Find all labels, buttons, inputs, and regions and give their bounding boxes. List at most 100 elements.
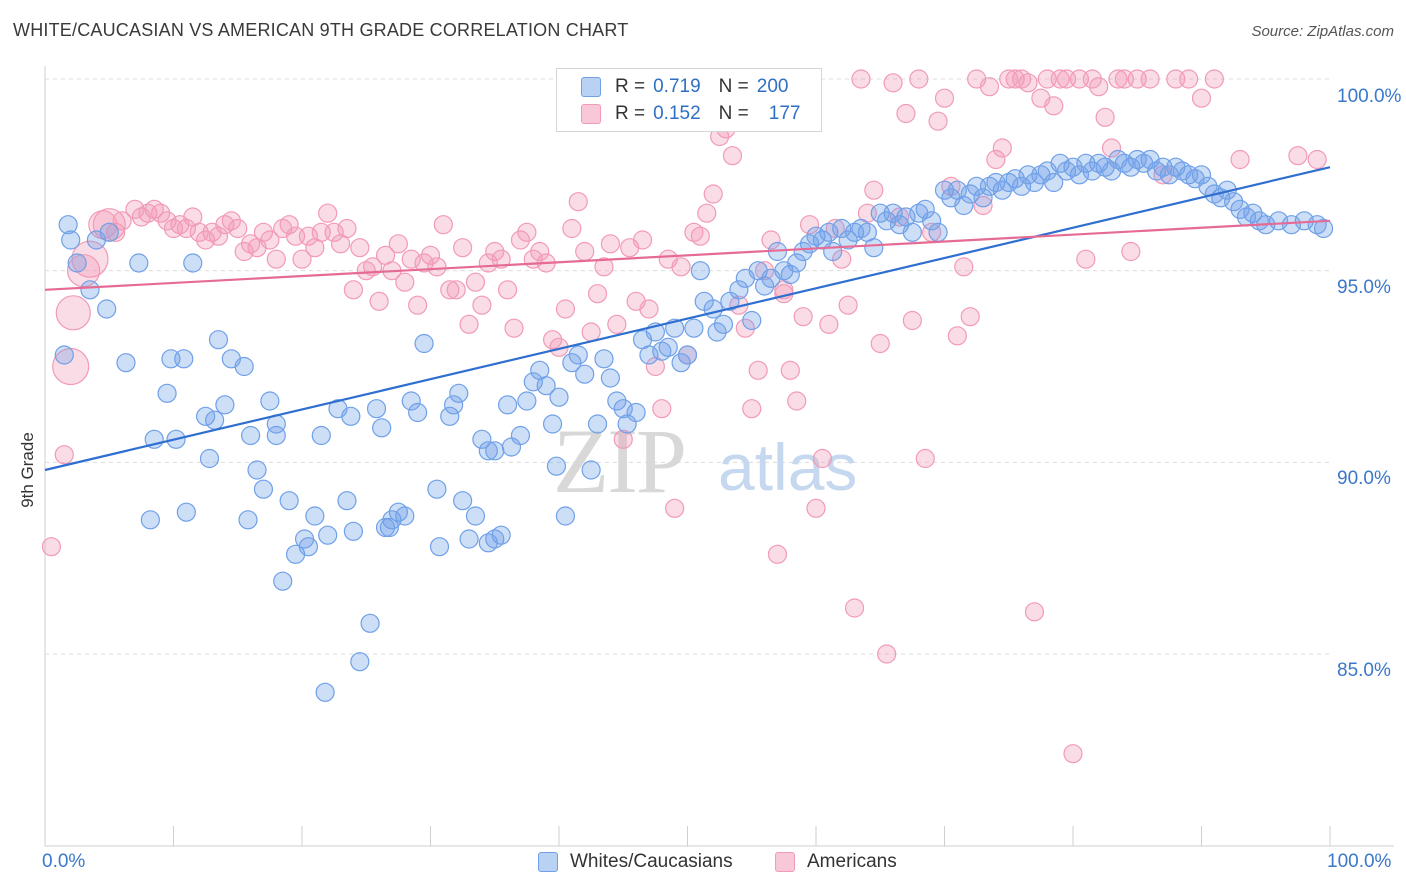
american-point: [819, 314, 839, 334]
white-point: [1313, 218, 1334, 239]
white-point: [613, 399, 633, 419]
white-point: [61, 230, 81, 250]
white-point: [510, 425, 531, 446]
american-point: [587, 284, 608, 304]
white-point: [176, 502, 196, 522]
white-point: [575, 364, 595, 384]
white-point: [542, 414, 563, 434]
american-point: [1018, 73, 1038, 93]
american-point: [208, 226, 229, 246]
white-point: [973, 188, 993, 208]
n-value: 177: [768, 103, 801, 124]
white-point: [311, 425, 331, 446]
white-point: [253, 479, 274, 499]
american-point: [780, 360, 800, 380]
n-label: N =: [718, 103, 749, 124]
white-point: [607, 391, 627, 411]
american-point: [1101, 138, 1122, 158]
american-point: [427, 257, 447, 277]
white-point: [1011, 176, 1032, 196]
white-point: [1063, 157, 1083, 177]
american-point: [369, 291, 389, 311]
white-point: [877, 211, 897, 231]
american-point: [883, 73, 903, 93]
white-point: [677, 345, 698, 365]
white-point: [241, 425, 261, 446]
white-point: [922, 211, 942, 231]
white-point: [140, 510, 160, 530]
white-point: [366, 399, 387, 419]
american-point: [947, 326, 967, 346]
white-point: [305, 506, 325, 526]
white-point: [713, 314, 734, 334]
american-point: [55, 295, 91, 331]
white-point: [523, 372, 543, 392]
white-point: [742, 310, 762, 331]
whites-points: [54, 149, 1334, 702]
white-point: [279, 491, 299, 511]
white-point: [260, 391, 280, 411]
white-point: [459, 529, 479, 549]
white-point: [960, 184, 980, 204]
american-point: [542, 330, 563, 350]
white-point: [671, 353, 691, 373]
american-point: [799, 215, 820, 235]
american-point: [176, 218, 196, 239]
american-point: [767, 544, 788, 564]
american-point: [690, 226, 710, 246]
american-point: [459, 314, 479, 334]
x-tick-label-min: 0.0%: [42, 851, 86, 872]
american-point: [1191, 88, 1212, 108]
american-point: [504, 318, 524, 338]
american-point: [960, 307, 980, 327]
white-point: [819, 222, 839, 242]
white-point: [401, 391, 421, 411]
american-point: [877, 644, 897, 664]
american-point: [703, 184, 723, 204]
american-point: [954, 257, 974, 277]
white-point: [864, 238, 884, 258]
white-point: [444, 395, 464, 415]
american-point: [228, 218, 248, 239]
white-point: [174, 349, 194, 369]
american-point: [864, 180, 884, 200]
american-point: [761, 230, 781, 250]
white-point: [157, 383, 177, 403]
american-point: [787, 391, 807, 411]
american-point: [337, 218, 357, 239]
american-point: [594, 257, 614, 277]
american-point: [401, 249, 421, 269]
white-point: [318, 525, 338, 545]
american-point: [844, 598, 865, 618]
american-point: [812, 448, 833, 469]
american-point: [498, 280, 518, 300]
y-tick-label-90: 90.0%: [1337, 468, 1391, 489]
american-point: [870, 333, 890, 354]
legend-item-americans[interactable]: Americans: [775, 851, 897, 873]
legend-item-whites[interactable]: Whites/Caucasians: [538, 851, 733, 873]
american-point: [851, 69, 871, 89]
white-point: [562, 353, 582, 373]
american-point: [414, 253, 434, 273]
american-point: [1044, 96, 1064, 116]
white-point: [485, 441, 505, 461]
american-point: [581, 322, 601, 342]
american-point: [806, 498, 826, 518]
axes: [44, 66, 1394, 847]
american-point: [420, 245, 441, 265]
white-point: [208, 330, 229, 350]
white-point: [129, 253, 149, 273]
american-point: [902, 310, 922, 331]
american-point: [600, 234, 621, 254]
american-point: [440, 280, 460, 300]
watermark-zip: ZIP: [553, 410, 685, 512]
y-tick-label-85: 85.0%: [1337, 660, 1391, 681]
american-point: [973, 195, 993, 216]
white-point: [472, 429, 492, 449]
stats-legend-row-whites: R = 0.719 N = 200: [581, 75, 788, 99]
white-point: [1082, 161, 1102, 181]
white-point: [1243, 203, 1263, 223]
white-point: [549, 387, 569, 407]
white-point: [581, 460, 601, 480]
white-point: [793, 241, 813, 262]
